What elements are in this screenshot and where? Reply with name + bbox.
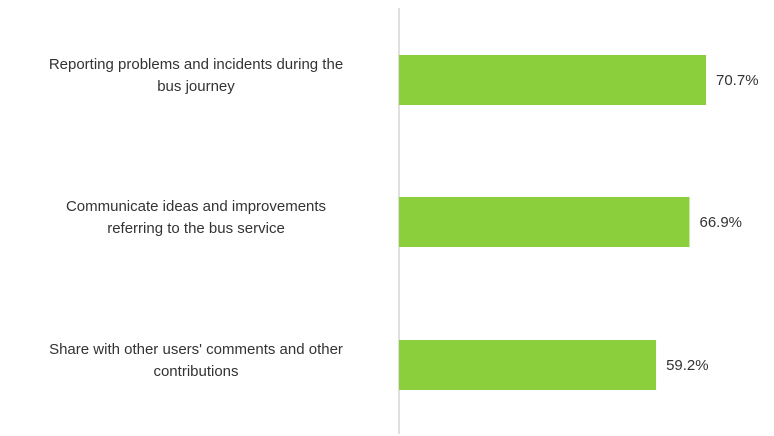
data-label-3: 59.2%	[666, 357, 709, 374]
data-label-1: 70.7%	[716, 72, 759, 89]
bar-3	[399, 340, 657, 390]
bar-1	[399, 55, 706, 105]
category-label-3-line-1: Share with other users' comments and oth…	[49, 341, 343, 358]
category-label-2-line-1: Communicate ideas and improvements	[66, 198, 326, 215]
category-label-2-line-2: referring to the bus service	[107, 220, 285, 237]
bar-2	[399, 197, 690, 247]
category-label-1-line-2: bus journey	[157, 78, 235, 95]
category-label-1-line-1: Reporting problems and incidents during …	[49, 56, 343, 73]
category-label-3-line-2: contributions	[153, 363, 238, 380]
data-label-2: 66.9%	[699, 214, 742, 231]
